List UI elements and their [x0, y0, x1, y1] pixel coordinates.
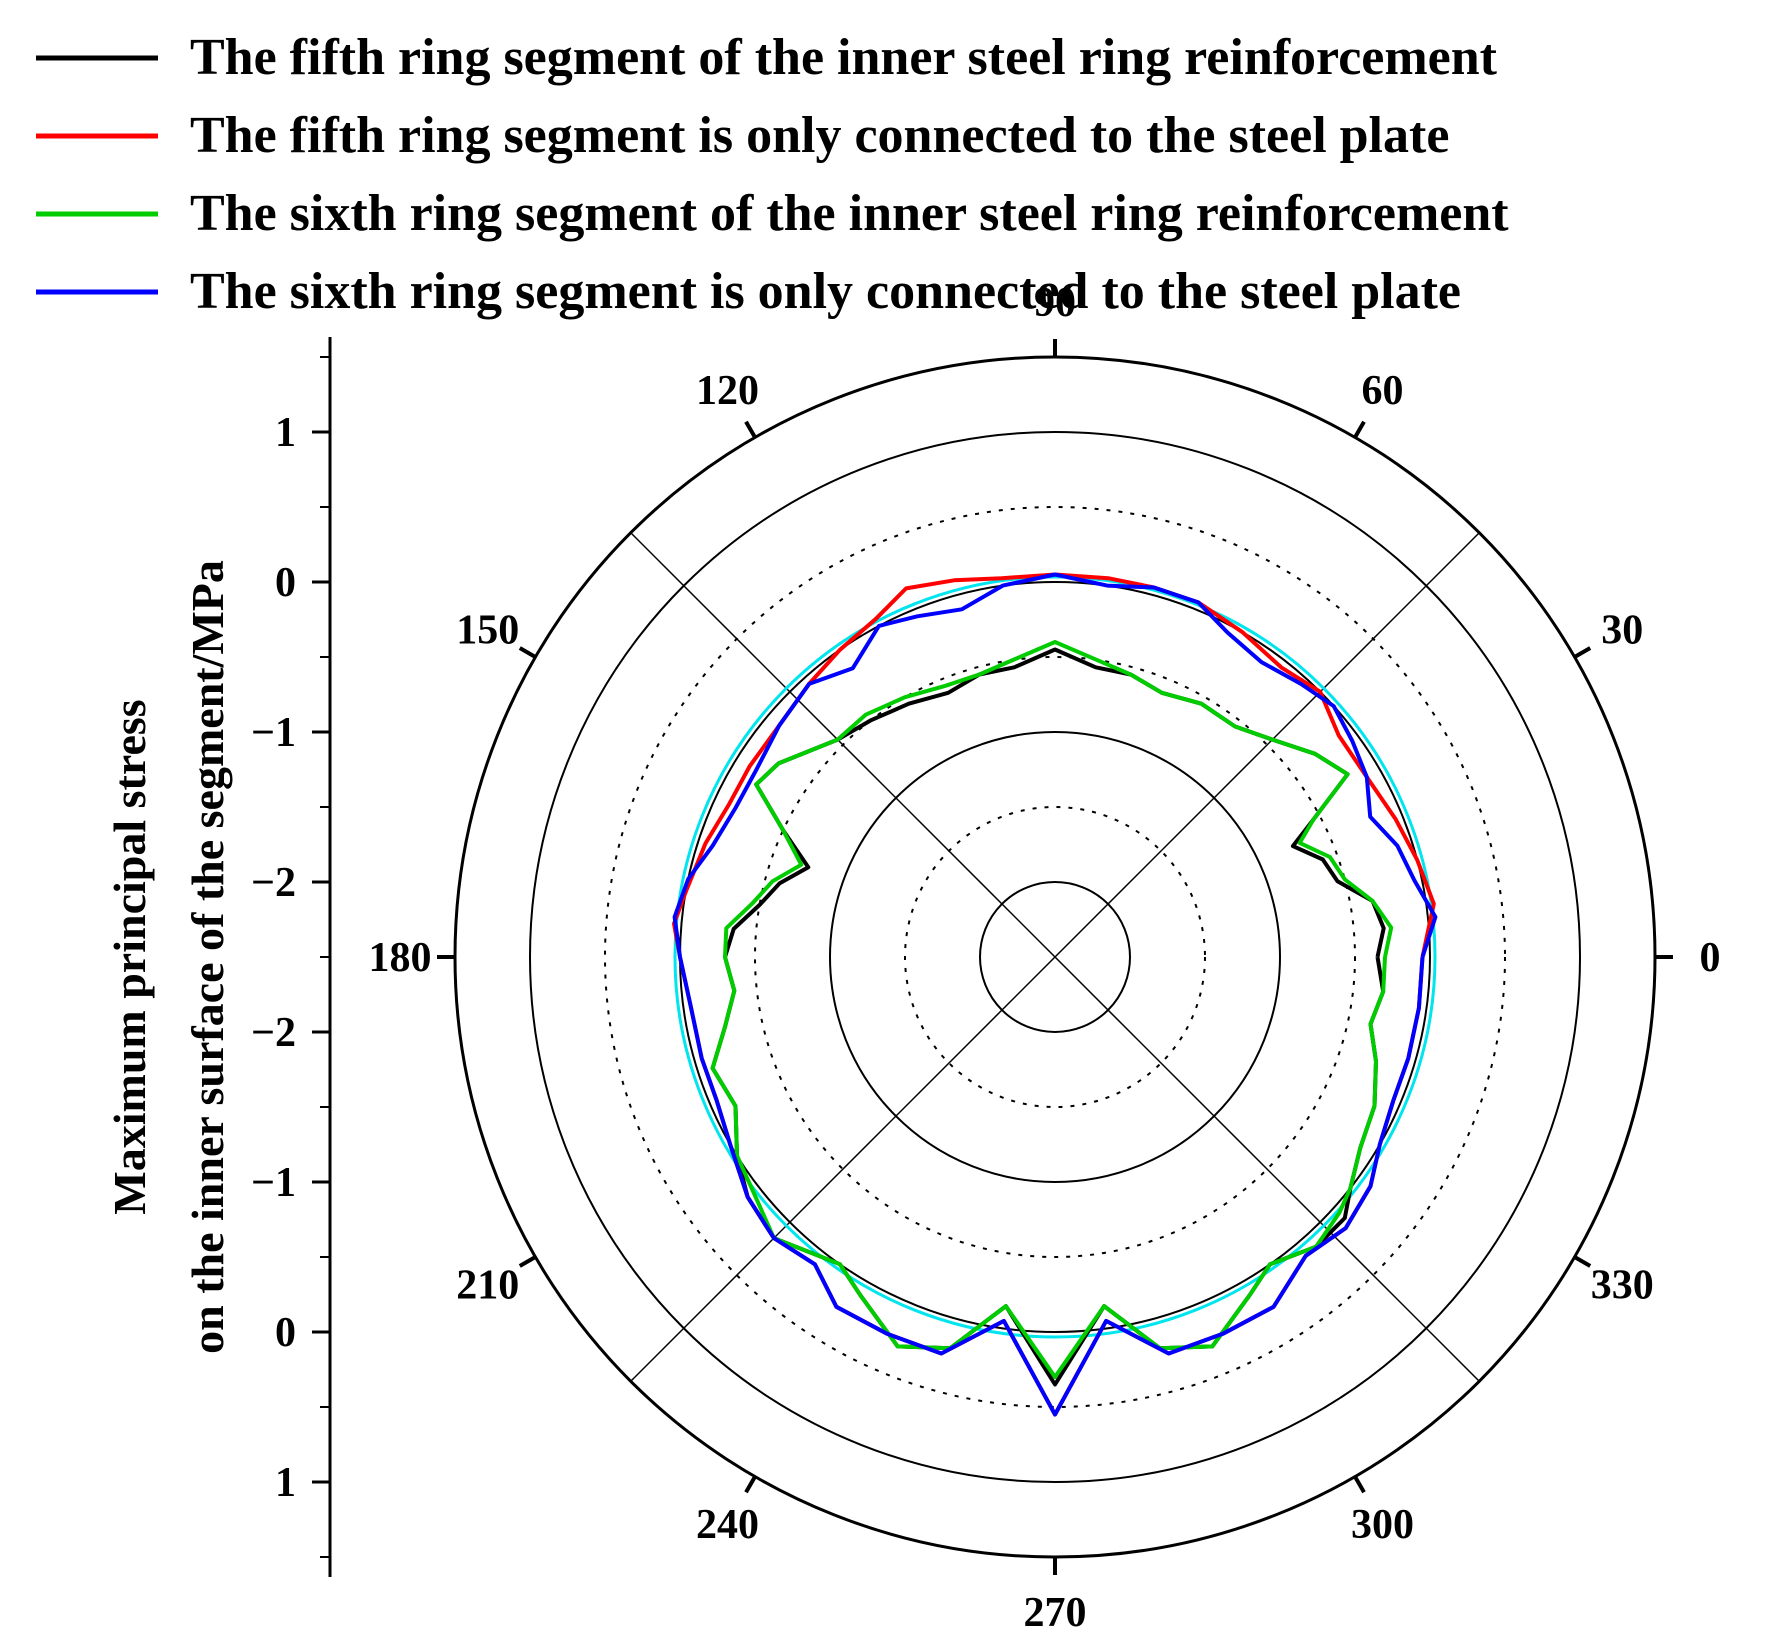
radial-tick-label: −2	[251, 1010, 296, 1056]
legend-label-2: The fifth ring segment is only connected…	[190, 107, 1449, 164]
angle-label-270: 270	[1024, 1590, 1087, 1628]
angular-tick	[1353, 1475, 1366, 1494]
radial-axis-title-2: on the inner surface of the segment/MPa	[182, 560, 233, 1354]
angle-label-150: 150	[456, 608, 519, 654]
angular-tick	[1353, 420, 1366, 439]
radial-axis: 1 1 0 0 −1 −1 −2 −2 Maximum principal stress on t…	[104, 337, 332, 1577]
angle-label-90: 90	[1034, 280, 1076, 326]
angular-tick	[518, 1255, 537, 1268]
series-group	[672, 572, 1438, 1417]
legend-label-3: The sixth ring segment of the inner stee…	[190, 185, 1509, 242]
legend-label-4: The sixth ring segment is only connected…	[190, 263, 1461, 320]
series-line-3	[710, 640, 1394, 1379]
angle-label-180: 180	[369, 935, 432, 981]
angular-tick	[1573, 1255, 1592, 1268]
radial-tick-label: 0	[275, 1310, 296, 1356]
reference-circle-line	[673, 575, 1437, 1339]
grid-ring	[529, 431, 1581, 1483]
radial-tick-label: 1	[275, 1460, 296, 1506]
grid-ring	[754, 656, 1356, 1258]
angle-label-120: 120	[696, 368, 759, 414]
angular-tick	[1573, 646, 1592, 659]
angle-label-210: 210	[456, 1263, 519, 1309]
grid-ring	[979, 881, 1131, 1033]
legend: The fifth ring segment of the inner stee…	[36, 29, 1509, 320]
angle-label-300: 300	[1351, 1502, 1414, 1548]
radial-tick-label: −2	[251, 860, 296, 906]
angle-label-240: 240	[696, 1502, 759, 1548]
radial-tick-label: −1	[251, 710, 296, 756]
angle-label-330: 330	[1591, 1263, 1654, 1309]
series-line-4	[672, 572, 1438, 1417]
polar-grid	[437, 339, 1673, 1575]
angle-label-60: 60	[1362, 368, 1404, 414]
angle-label-30: 30	[1601, 608, 1643, 654]
grid-ring	[829, 731, 1281, 1183]
series-line-2	[672, 572, 1436, 1417]
angular-tick	[744, 420, 757, 439]
angular-tick	[744, 1475, 757, 1494]
radial-tick-label: −1	[251, 1160, 296, 1206]
grid-spoke	[630, 532, 1480, 1382]
angular-tick	[518, 646, 537, 659]
grid-ring	[604, 506, 1506, 1408]
reference-circle	[673, 575, 1437, 1339]
radial-tick-label: 0	[275, 560, 296, 606]
grid-ring	[904, 806, 1206, 1108]
angular-axis-labels: 0 30 60 90 120 150 180 210 240 270 300 330	[369, 280, 1721, 1633]
series-line-1	[710, 647, 1386, 1387]
angle-label-0: 0	[1700, 935, 1721, 981]
legend-label-1: The fifth ring segment of the inner stee…	[190, 29, 1498, 86]
radial-tick-label: 1	[275, 410, 296, 456]
radial-axis-title-1: Maximum principal stress	[104, 699, 155, 1214]
